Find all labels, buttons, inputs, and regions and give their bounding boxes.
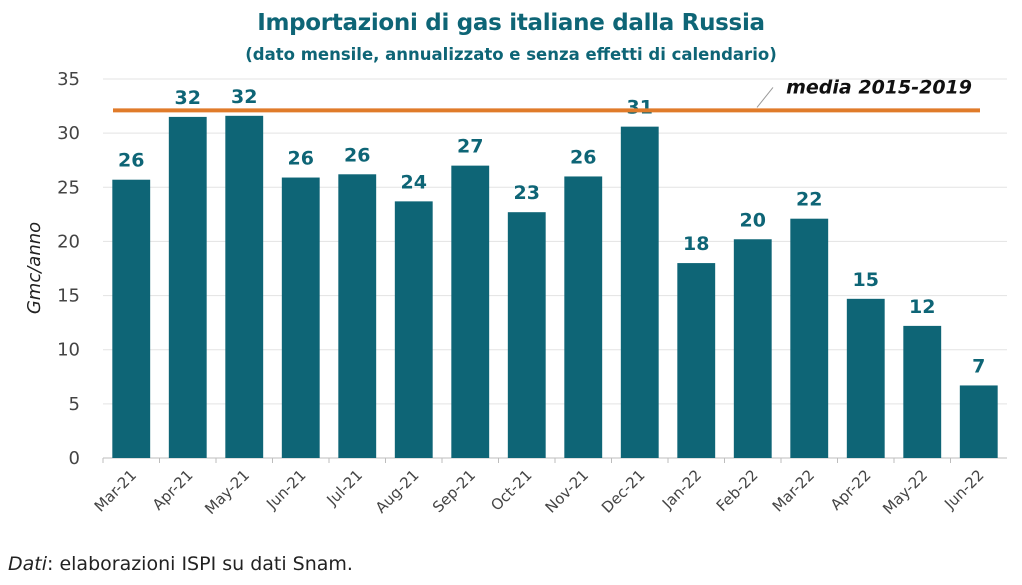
bar [564, 176, 603, 458]
data-label: 15 [853, 269, 879, 291]
x-tick-labels: Mar-21 Apr-21 May-21 Jun-21 Jul-21 Aug-21 Sep-… [91, 458, 988, 518]
x-tick-label: Mar-21 [91, 466, 140, 515]
bar [507, 212, 546, 458]
x-tick-label: Jan-22 [658, 466, 705, 513]
x-tick-label: Apr-21 [149, 466, 197, 514]
data-label: 20 [740, 209, 766, 231]
data-label: 22 [796, 189, 822, 211]
bar [168, 116, 207, 459]
bar [451, 165, 490, 458]
bar [112, 179, 151, 458]
y-tick-labels: 0 5 10 15 20 25 30 35 [57, 69, 80, 469]
bars [112, 115, 998, 459]
data-label: 12 [909, 296, 935, 318]
data-label: 27 [457, 136, 483, 158]
reference-leader-line [756, 87, 774, 108]
x-tick-label: Nov-21 [542, 466, 592, 516]
data-label: 18 [683, 233, 709, 255]
data-label: 26 [288, 148, 314, 170]
x-tick-label: May-22 [879, 466, 931, 518]
x-tick-label: Dec-21 [598, 466, 649, 517]
bar [394, 201, 433, 458]
bar [959, 385, 998, 458]
x-tick-label: Feb-22 [713, 466, 762, 515]
y-tick-label: 0 [69, 448, 80, 469]
bar [338, 174, 377, 458]
data-labels: 26 32 32 26 26 24 27 23 26 31 18 20 22 15 12 7 [118, 86, 985, 378]
x-tick-label: May-21 [201, 466, 253, 518]
y-tick-label: 25 [57, 177, 80, 198]
y-axis-label: Gmc/anno [24, 222, 45, 314]
data-label: 32 [231, 86, 257, 108]
chart-subtitle: (dato mensile, annualizzato e senza effe… [245, 45, 777, 64]
x-tick-label: Sep-21 [429, 466, 479, 516]
data-label: 24 [401, 171, 427, 193]
y-tick-label: 20 [57, 231, 80, 252]
bar [281, 177, 320, 459]
y-tick-label: 30 [57, 123, 80, 144]
reference-line-group: media 2015-2019 [113, 76, 980, 113]
x-tick-label: Oct-21 [487, 466, 535, 514]
data-label: 31 [627, 97, 653, 119]
y-tick-label: 35 [57, 69, 80, 90]
data-label: 26 [570, 146, 596, 168]
data-label: 26 [118, 150, 144, 172]
x-tick-label: Apr-22 [827, 466, 875, 514]
data-label: 23 [514, 182, 540, 204]
bar [620, 126, 659, 458]
y-tick-label: 15 [57, 286, 80, 307]
bar [225, 115, 264, 459]
bar [846, 298, 885, 458]
x-tick-label: Aug-21 [372, 466, 423, 517]
bar [790, 218, 829, 458]
data-label: 26 [344, 144, 370, 166]
bar [677, 263, 716, 458]
x-tick-label: Jul-21 [323, 466, 367, 510]
data-label: 32 [175, 87, 201, 109]
data-label: 7 [972, 355, 985, 377]
x-tick-label: Mar-22 [769, 466, 818, 515]
bar [903, 325, 942, 458]
y-tick-label: 5 [69, 394, 80, 415]
source-prefix: Dati [8, 553, 48, 575]
y-tick-label: 10 [57, 340, 80, 361]
bar [733, 239, 772, 458]
x-tick-label: Jun-22 [940, 466, 987, 513]
x-tick-label: Jun-21 [262, 466, 309, 513]
source-note: Dati: elaborazioni ISPI su dati Snam. [8, 553, 353, 575]
reference-line-label: media 2015-2019 [786, 76, 972, 98]
source-text: : elaborazioni ISPI su dati Snam. [47, 553, 353, 575]
chart-title: Importazioni di gas italiane dalla Russi… [257, 10, 765, 36]
